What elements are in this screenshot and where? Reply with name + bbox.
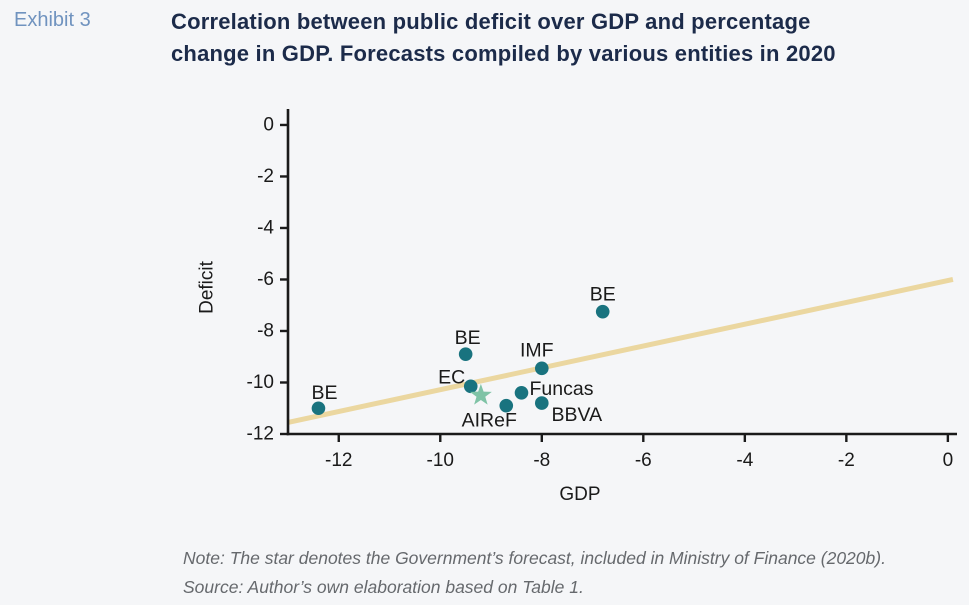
data-point-be (595, 304, 610, 319)
y-tick-label: -10 (247, 372, 274, 393)
data-point-label-imf: IMF (520, 339, 554, 361)
y-tick-label: 0 (263, 114, 274, 135)
data-point-funcas (514, 385, 529, 400)
y-tick-label: -6 (257, 269, 274, 290)
x-tick-label: -8 (533, 450, 550, 471)
data-point-label-be: BE (590, 284, 616, 306)
data-point-imf (534, 361, 549, 376)
figure-title: Correlation between public deficit over … (171, 6, 836, 70)
data-point-bbva (534, 396, 549, 410)
y-axis-title: Deficit (197, 260, 218, 314)
figure-source: Source: Author’s own elaboration based o… (183, 576, 584, 597)
figure-notes: Note: The star denotes the Government’s … (183, 544, 886, 601)
data-point-airef (499, 398, 514, 413)
trend-line (287, 277, 954, 425)
x-tick-label: -10 (427, 450, 454, 471)
y-tick-label: -2 (257, 166, 274, 187)
data-point-be (311, 401, 326, 416)
y-tick-label: -12 (247, 424, 274, 445)
figure-title-line1: Correlation between public deficit over … (171, 9, 811, 34)
data-point-label-bbva: BBVA (552, 404, 603, 426)
data-point-ec (463, 379, 478, 394)
figure-note: Note: The star denotes the Government’s … (183, 548, 886, 568)
figure-title-line2: change in GDP. Forecasts compiled by var… (171, 41, 836, 66)
data-point-label-ec: EC (438, 366, 465, 388)
x-tick-label: -4 (736, 450, 753, 471)
x-axis-title: GDP (559, 484, 600, 505)
x-tick-label: -12 (325, 450, 352, 471)
y-tick-label: -8 (257, 320, 274, 341)
data-point-label-airef: AIReF (462, 410, 517, 432)
scatter-chart: 0 -2 -4 -6 -8 -10 -12 -12 -10 -8 -6 -4 -2 0 Deficit GDP… (197, 109, 957, 505)
data-point-be (458, 347, 473, 361)
data-point-label-funcas: Funcas (530, 378, 594, 400)
government-star-icon (469, 383, 492, 405)
x-tick-label: -2 (838, 450, 855, 471)
exhibit-label: Exhibit 3 (14, 9, 91, 31)
x-tick-label: -6 (635, 450, 652, 471)
y-tick-label: -4 (257, 217, 274, 238)
data-point-label-be: BE (311, 382, 337, 404)
x-tick-label: 0 (943, 450, 954, 471)
data-point-label-be: BE (455, 327, 481, 349)
